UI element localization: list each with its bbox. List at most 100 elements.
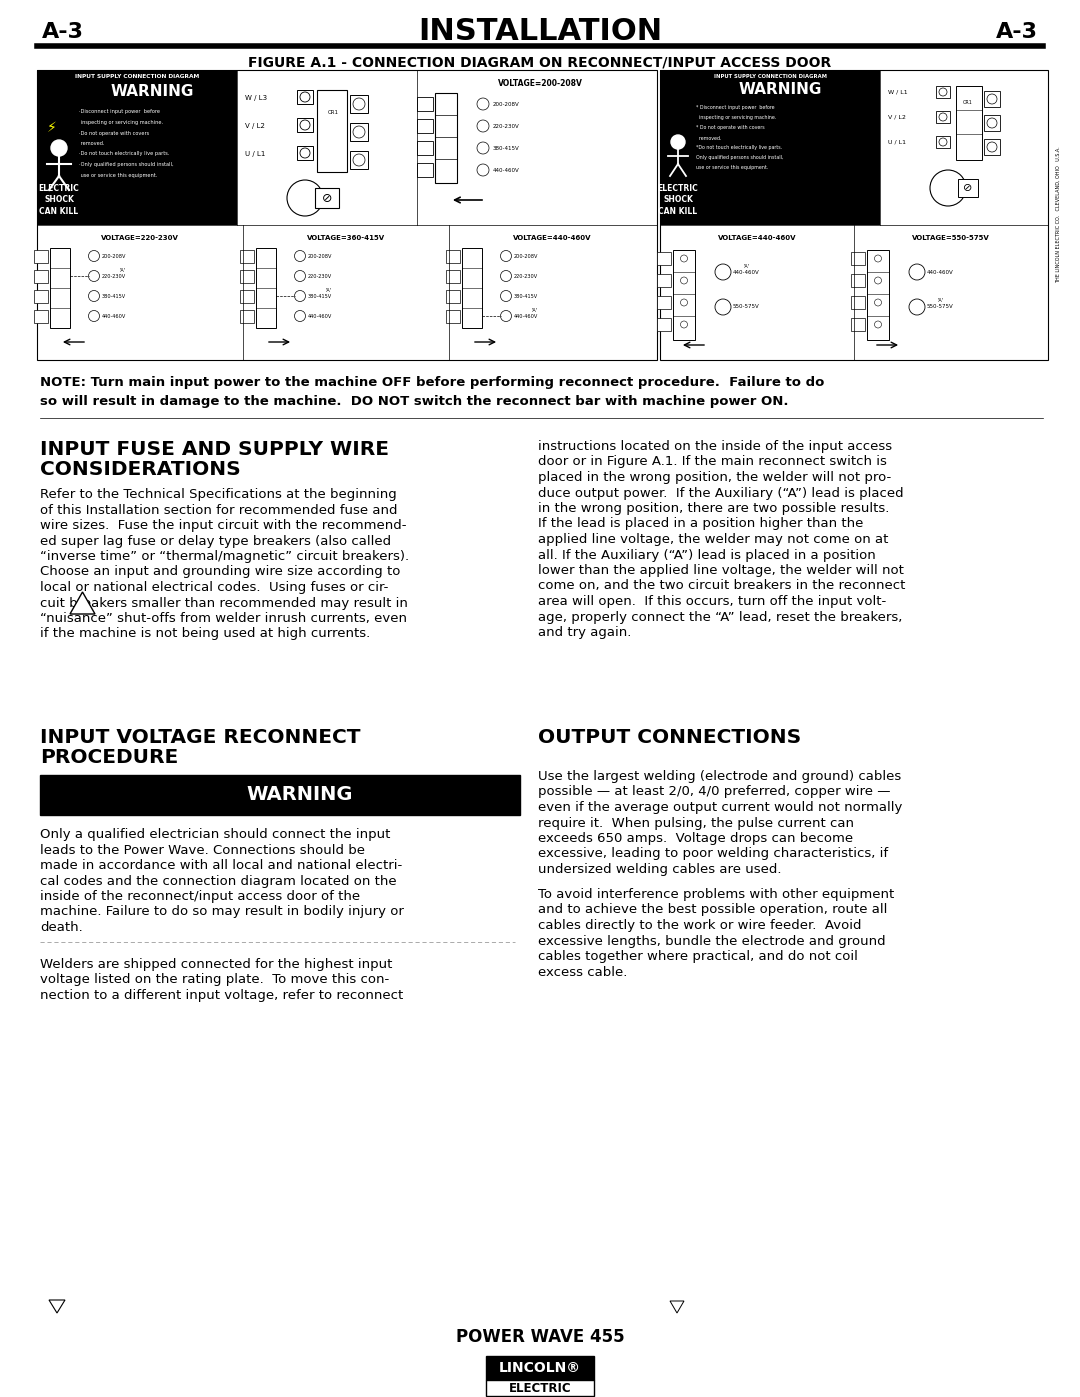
Circle shape xyxy=(500,291,512,302)
Bar xyxy=(50,249,70,328)
Circle shape xyxy=(477,98,489,110)
Bar xyxy=(350,151,368,169)
Text: 550-575V: 550-575V xyxy=(927,305,954,310)
Bar xyxy=(446,291,460,303)
Circle shape xyxy=(671,136,685,149)
Text: cuit breakers smaller than recommended may result in: cuit breakers smaller than recommended m… xyxy=(40,597,408,609)
Text: 'A': 'A' xyxy=(531,309,537,313)
Bar xyxy=(318,89,347,172)
Bar xyxy=(37,70,657,360)
Text: INPUT SUPPLY CONNECTION DIAGRAM: INPUT SUPPLY CONNECTION DIAGRAM xyxy=(714,74,826,80)
Text: W / L3: W / L3 xyxy=(245,95,267,101)
Circle shape xyxy=(680,299,688,306)
Text: and try again.: and try again. xyxy=(538,626,632,638)
Text: local or national electrical codes.  Using fuses or cir-: local or national electrical codes. Usin… xyxy=(40,581,389,594)
Text: cables together where practical, and do not coil: cables together where practical, and do … xyxy=(538,950,858,963)
Text: leads to the Power Wave. Connections should be: leads to the Power Wave. Connections sho… xyxy=(40,844,365,856)
Bar xyxy=(297,147,313,161)
Text: lower than the applied line voltage, the welder will not: lower than the applied line voltage, the… xyxy=(538,564,904,577)
Text: 220-230V: 220-230V xyxy=(308,274,333,278)
Text: wire sizes.  Fuse the input circuit with the recommend-: wire sizes. Fuse the input circuit with … xyxy=(40,520,406,532)
Bar xyxy=(462,249,482,328)
Bar xyxy=(867,250,889,339)
Text: U / L1: U / L1 xyxy=(888,140,906,144)
Bar xyxy=(958,179,978,197)
Bar xyxy=(240,250,254,263)
Text: OUTPUT CONNECTIONS: OUTPUT CONNECTIONS xyxy=(538,728,801,747)
Text: excess cable.: excess cable. xyxy=(538,965,627,978)
Circle shape xyxy=(89,271,99,282)
Bar xyxy=(37,70,237,225)
Text: use or service this equipment.: use or service this equipment. xyxy=(79,172,158,177)
Text: ELECTRIC
SHOCK
CAN KILL: ELECTRIC SHOCK CAN KILL xyxy=(39,184,79,215)
Text: of this Installation section for recommended fuse and: of this Installation section for recomme… xyxy=(40,503,397,517)
Text: applied line voltage, the welder may not come on at: applied line voltage, the welder may not… xyxy=(538,534,889,546)
Text: ·Disconnect input power  before: ·Disconnect input power before xyxy=(79,109,160,115)
Text: * Disconnect input power  before: * Disconnect input power before xyxy=(696,106,774,110)
Circle shape xyxy=(89,310,99,321)
Text: death.: death. xyxy=(40,921,83,935)
Text: Welders are shipped connected for the highest input: Welders are shipped connected for the hi… xyxy=(40,958,392,971)
Bar xyxy=(417,96,433,110)
Text: all. If the Auxiliary (“A”) lead is placed in a position: all. If the Auxiliary (“A”) lead is plac… xyxy=(538,549,876,562)
Text: nection to a different input voltage, refer to reconnect: nection to a different input voltage, re… xyxy=(40,989,403,1002)
Bar xyxy=(673,250,696,339)
Text: WARNING: WARNING xyxy=(739,82,822,98)
Circle shape xyxy=(715,264,731,279)
Text: VOLTAGE=200-208V: VOLTAGE=200-208V xyxy=(498,78,582,88)
Text: POWER WAVE 455: POWER WAVE 455 xyxy=(456,1329,624,1345)
Text: require it.  When pulsing, the pulse current can: require it. When pulsing, the pulse curr… xyxy=(538,816,854,830)
Text: excessive, leading to poor welding characteristics, if: excessive, leading to poor welding chara… xyxy=(538,848,888,861)
Text: 440-460V: 440-460V xyxy=(308,313,333,319)
Bar xyxy=(446,270,460,284)
Text: 380-415V: 380-415V xyxy=(102,293,126,299)
Text: inside of the reconnect/input access door of the: inside of the reconnect/input access doo… xyxy=(40,890,360,902)
Bar xyxy=(936,110,950,123)
Text: ELECTRIC: ELECTRIC xyxy=(509,1382,571,1394)
Polygon shape xyxy=(670,1301,684,1313)
Text: 'A': 'A' xyxy=(119,268,125,274)
Text: 440-460V: 440-460V xyxy=(102,313,126,319)
Text: 380-415V: 380-415V xyxy=(514,293,538,299)
Bar xyxy=(984,91,1000,108)
Circle shape xyxy=(987,94,997,103)
Text: THE LINCOLN ELECTRIC CO.   CLEVELAND, OHIO   U.S.A.: THE LINCOLN ELECTRIC CO. CLEVELAND, OHIO… xyxy=(1055,147,1061,284)
Text: “inverse time” or “thermal/magnetic” circuit breakers).: “inverse time” or “thermal/magnetic” cir… xyxy=(40,550,409,563)
Text: 440-460V: 440-460V xyxy=(514,313,538,319)
Text: removed.: removed. xyxy=(696,136,721,141)
Bar xyxy=(315,189,339,208)
Text: if the machine is not being used at high currents.: if the machine is not being used at high… xyxy=(40,627,370,640)
Text: 440-460V: 440-460V xyxy=(733,270,759,274)
Circle shape xyxy=(875,299,881,306)
Text: VOLTAGE=220-230V: VOLTAGE=220-230V xyxy=(102,235,179,242)
Bar xyxy=(40,775,519,814)
Bar xyxy=(984,115,1000,131)
Circle shape xyxy=(987,117,997,129)
Bar xyxy=(33,291,48,303)
Text: INPUT VOLTAGE RECONNECT: INPUT VOLTAGE RECONNECT xyxy=(40,728,361,747)
Text: 220-230V: 220-230V xyxy=(102,274,126,278)
Circle shape xyxy=(715,299,731,314)
Text: 380-415V: 380-415V xyxy=(492,145,519,151)
Text: ELECTRIC
SHOCK
CAN KILL: ELECTRIC SHOCK CAN KILL xyxy=(658,184,699,215)
Text: instructions located on the inside of the input access: instructions located on the inside of th… xyxy=(538,440,892,453)
Circle shape xyxy=(295,310,306,321)
Circle shape xyxy=(89,250,99,261)
Text: voltage listed on the rating plate.  To move this con-: voltage listed on the rating plate. To m… xyxy=(40,974,389,986)
Text: 220-230V: 220-230V xyxy=(514,274,538,278)
Text: INPUT SUPPLY CONNECTION DIAGRAM: INPUT SUPPLY CONNECTION DIAGRAM xyxy=(75,74,199,80)
Text: * Do not operate with covers: * Do not operate with covers xyxy=(696,126,765,130)
Bar xyxy=(240,310,254,323)
Text: 220-230V: 220-230V xyxy=(492,123,519,129)
Circle shape xyxy=(353,126,365,138)
Text: 200-208V: 200-208V xyxy=(514,253,538,258)
Bar xyxy=(660,70,1048,360)
Text: ed super lag fuse or delay type breakers (also called: ed super lag fuse or delay type breakers… xyxy=(40,535,391,548)
Text: inspecting or servicing machine.: inspecting or servicing machine. xyxy=(79,120,163,124)
Bar xyxy=(417,141,433,155)
Text: placed in the wrong position, the welder will not pro-: placed in the wrong position, the welder… xyxy=(538,471,891,483)
Circle shape xyxy=(680,256,688,263)
Text: VOLTAGE=440-460V: VOLTAGE=440-460V xyxy=(513,235,591,242)
Circle shape xyxy=(300,120,310,130)
Text: PROCEDURE: PROCEDURE xyxy=(40,747,178,767)
